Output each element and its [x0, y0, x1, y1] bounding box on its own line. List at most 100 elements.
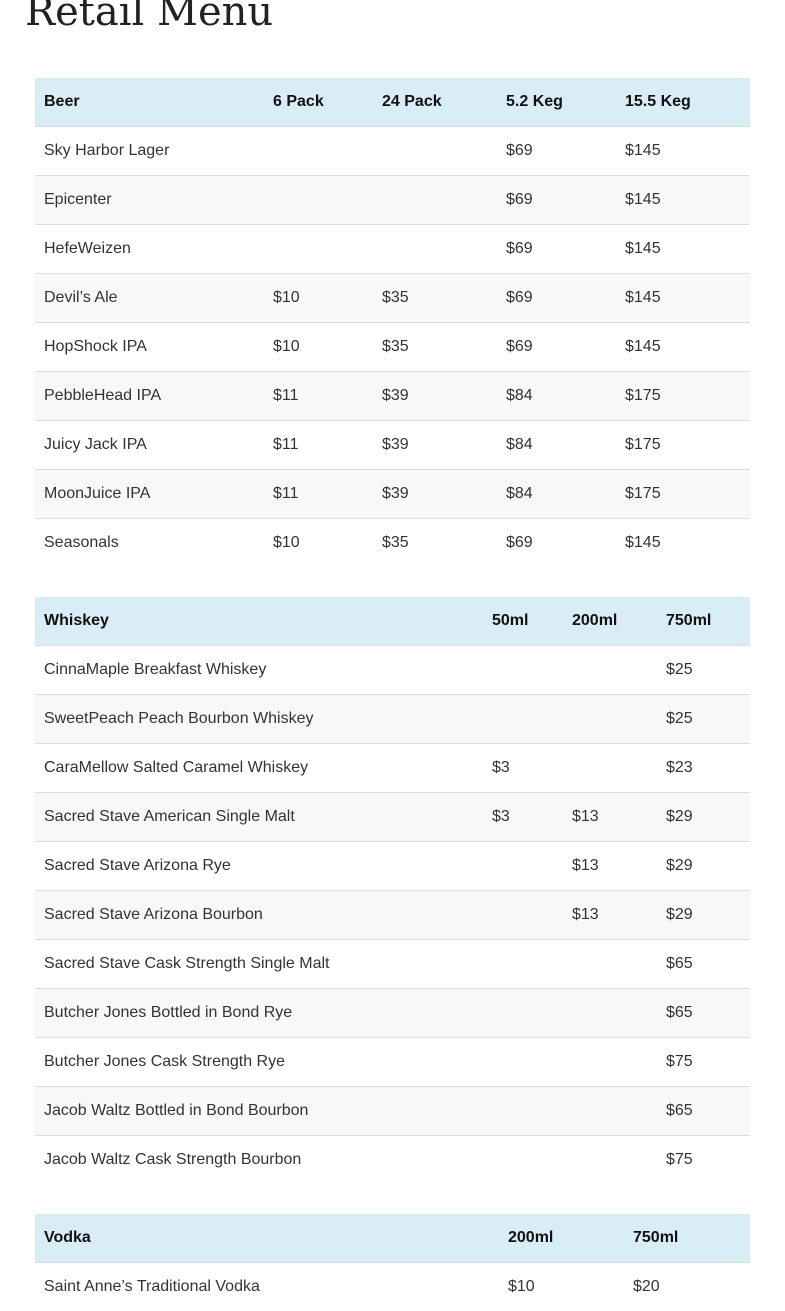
- vodka-table: Vodka 200ml 750ml Saint Anne’s Tradition…: [35, 1214, 750, 1311]
- vodka-col-750ml-header: 750ml: [633, 1228, 679, 1246]
- table-row: CinnaMaple Breakfast Whiskey $25: [35, 645, 750, 694]
- price-cell: $20: [633, 1277, 660, 1295]
- price-cell: $10: [273, 337, 300, 355]
- whiskey-name: CinnaMaple Breakfast Whiskey: [44, 660, 267, 678]
- table-row: MoonJuice IPA $11 $39 $84 $175: [35, 469, 750, 518]
- beer-name: Sky Harbor Lager: [44, 141, 170, 159]
- vodka-col-name-header: Vodka: [44, 1228, 91, 1246]
- whiskey-name: Sacred Stave Arizona Rye: [44, 856, 231, 874]
- price-cell: $145: [625, 190, 661, 208]
- price-cell: [563, 645, 657, 694]
- table-row: Sacred Stave Arizona Bourbon $13 $29: [35, 890, 750, 939]
- beer-col-24pack-header: 24 Pack: [382, 92, 442, 110]
- table-row: Sky Harbor Lager $69 $145: [35, 126, 750, 175]
- price-cell: $75: [666, 1150, 693, 1168]
- price-cell: $69: [506, 190, 533, 208]
- price-cell: $69: [506, 141, 533, 159]
- price-cell: $35: [382, 337, 409, 355]
- beer-name: MoonJuice IPA: [44, 484, 151, 502]
- price-cell: $25: [666, 660, 693, 678]
- beer-col-155keg-header: 15.5 Keg: [625, 92, 691, 110]
- whiskey-col-750ml-header: 750ml: [666, 611, 712, 629]
- table-row: HefeWeizen $69 $145: [35, 224, 750, 273]
- table-row: CaraMellow Salted Caramel Whiskey $3 $23: [35, 743, 750, 792]
- price-cell: $23: [666, 758, 693, 776]
- price-cell: [563, 694, 657, 743]
- beer-name: Epicenter: [44, 190, 112, 208]
- price-cell: $13: [572, 856, 599, 874]
- whiskey-name: Butcher Jones Cask Strength Rye: [44, 1052, 286, 1070]
- beer-col-name-header: Beer: [44, 92, 80, 110]
- table-row: Epicenter $69 $145: [35, 175, 750, 224]
- price-cell: $10: [508, 1277, 535, 1295]
- price-cell: $65: [666, 1101, 693, 1119]
- table-row: Butcher Jones Cask Strength Rye $75: [35, 1037, 750, 1086]
- table-row: Jacob Waltz Cask Strength Bourbon $75: [35, 1135, 750, 1184]
- price-cell: $69: [506, 533, 533, 551]
- whiskey-col-name-header: Whiskey: [44, 611, 109, 629]
- price-cell: $145: [625, 288, 661, 306]
- price-cell: $145: [625, 141, 661, 159]
- price-cell: $39: [382, 386, 409, 404]
- whiskey-name: Sacred Stave American Single Malt: [44, 807, 295, 825]
- beer-header-row: Beer 6 Pack 24 Pack 5.2 Keg 15.5 Keg: [35, 78, 750, 126]
- price-cell: [563, 743, 657, 792]
- price-cell: $10: [273, 288, 300, 306]
- price-cell: $3: [492, 758, 510, 776]
- price-cell: [483, 694, 563, 743]
- price-cell: $29: [666, 905, 693, 923]
- table-row: Jacob Waltz Bottled in Bond Bourbon $65: [35, 1086, 750, 1135]
- price-cell: $65: [666, 1003, 693, 1021]
- table-row: Butcher Jones Bottled in Bond Rye $65: [35, 988, 750, 1037]
- whiskey-name: Sacred Stave Cask Strength Single Malt: [44, 954, 330, 972]
- price-cell: $84: [506, 435, 533, 453]
- price-cell: $10: [273, 533, 300, 551]
- price-cell: $35: [382, 288, 409, 306]
- beer-name: HefeWeizen: [44, 239, 131, 257]
- price-cell: [563, 1086, 657, 1135]
- table-row: PebbleHead IPA $11 $39 $84 $175: [35, 371, 750, 420]
- whiskey-name: Butcher Jones Bottled in Bond Rye: [44, 1003, 293, 1021]
- beer-col-52keg-header: 5.2 Keg: [506, 92, 563, 110]
- price-cell: [563, 1135, 657, 1184]
- whiskey-name: Jacob Waltz Bottled in Bond Bourbon: [44, 1101, 309, 1119]
- beer-name: PebbleHead IPA: [44, 386, 162, 404]
- page-title: Retail Menu: [25, 0, 274, 35]
- price-cell: $29: [666, 856, 693, 874]
- price-cell: $35: [382, 533, 409, 551]
- price-cell: $11: [273, 386, 299, 404]
- price-cell: [483, 890, 563, 939]
- price-cell: $39: [382, 484, 409, 502]
- vodka-name: Saint Anne’s Traditional Vodka: [44, 1277, 260, 1295]
- price-cell: $39: [382, 435, 409, 453]
- price-cell: [483, 1037, 563, 1086]
- table-row: SweetPeach Peach Bourbon Whiskey $25: [35, 694, 750, 743]
- price-cell: $11: [273, 484, 299, 502]
- price-cell: [373, 224, 497, 273]
- beer-name: Devil’s Ale: [44, 288, 118, 306]
- price-cell: $84: [506, 386, 533, 404]
- vodka-col-200ml-header: 200ml: [508, 1228, 554, 1246]
- whiskey-col-50ml-header: 50ml: [492, 611, 529, 629]
- table-row: Sacred Stave Arizona Rye $13 $29: [35, 841, 750, 890]
- whiskey-name: Jacob Waltz Cask Strength Bourbon: [44, 1150, 302, 1168]
- whiskey-table: Whiskey 50ml 200ml 750ml CinnaMaple Brea…: [35, 597, 750, 1184]
- table-row: Sacred Stave American Single Malt $3 $13…: [35, 792, 750, 841]
- price-cell: $29: [666, 807, 693, 825]
- price-cell: $3: [492, 807, 510, 825]
- price-cell: $145: [625, 239, 661, 257]
- vodka-header-row: Vodka 200ml 750ml: [35, 1214, 750, 1262]
- price-cell: [563, 1037, 657, 1086]
- price-cell: $84: [506, 484, 533, 502]
- price-cell: [483, 1135, 563, 1184]
- price-cell: $13: [572, 807, 599, 825]
- price-cell: $69: [506, 288, 533, 306]
- whiskey-name: SweetPeach Peach Bourbon Whiskey: [44, 709, 314, 727]
- price-cell: [563, 988, 657, 1037]
- price-cell: [483, 988, 563, 1037]
- price-cell: $25: [666, 709, 693, 727]
- price-cell: [373, 175, 497, 224]
- price-cell: $75: [666, 1052, 693, 1070]
- whiskey-header-row: Whiskey 50ml 200ml 750ml: [35, 597, 750, 645]
- table-row: Devil’s Ale $10 $35 $69 $145: [35, 273, 750, 322]
